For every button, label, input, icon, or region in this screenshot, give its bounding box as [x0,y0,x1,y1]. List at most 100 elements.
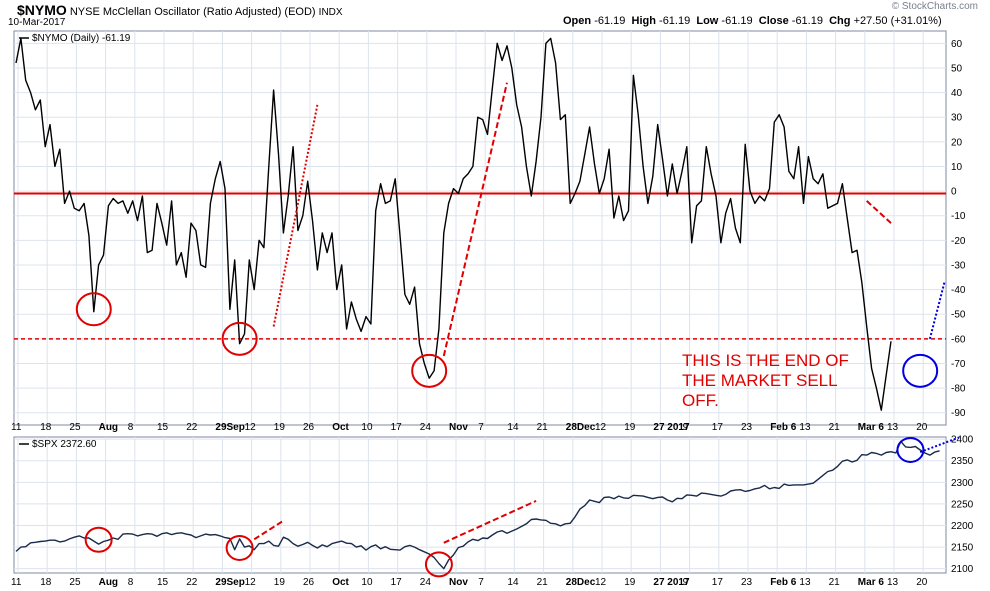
nymo-x-tick-label: Nov [449,422,468,433]
spx-x-tick-label: 7 [478,577,484,588]
ohlc-readout: Open -61.19 High -61.19 Low -61.19 Close… [563,15,942,27]
spx-y-tick-label: 2150 [951,543,974,554]
spx-legend-label: $SPX 2372.60 [32,439,97,450]
nymo-y-tick-label: -10 [951,211,966,222]
nymo-circle-marker [902,353,939,388]
nymo-y-tick-label: 20 [951,137,963,148]
spx-x-tick-label: 22 [186,577,198,588]
nymo-y-tick-label: 60 [951,39,963,50]
nymo-x-tick-label: Aug [99,422,118,433]
nymo-x-tick-label: 19 [624,422,636,433]
chart-header: $NYMO NYSE McClellan Oscillator (Ratio A… [17,2,343,18]
spx-trend-line [919,436,960,454]
spx-circle-marker [225,534,254,561]
high-label: High [631,15,656,27]
nymo-x-tick-label: 17 [391,422,403,433]
spx-x-tick-label: 15 [157,577,169,588]
spx-x-tick-label: 17 [712,577,724,588]
close-label: Close [758,15,789,27]
nymo-x-tick-label: 14 [507,422,519,433]
spx-x-tick-label: 27 2017 [653,577,690,588]
spx-x-tick-label: Mar 6 [858,577,885,588]
nymo-x-tick-label: 19 [274,422,286,433]
nymo-y-tick-label: 50 [951,63,963,74]
nymo-x-tick-label: 23 [741,422,753,433]
nymo-y-tick-label: 10 [951,162,963,173]
spx-x-tick-label: 19 [624,577,636,588]
nymo-y-tick-label: -20 [951,236,966,247]
nymo-x-tick-label: 8 [128,422,134,433]
chart-date: 10-Mar-2017 [8,17,66,28]
spx-x-tick-label: 23 [741,577,753,588]
open-label: Open [563,15,592,27]
nymo-x-tick-label: 25 [69,422,81,433]
nymo-x-tick-label: 9 [683,422,689,433]
spx-x-tick-label: 10 [361,577,373,588]
low-label: Low [696,15,719,27]
watermark: © StockCharts.com [891,1,978,12]
nymo-circle-marker [411,353,448,388]
nymo-y-tick-label: -80 [951,384,966,395]
spx-x-tick-label: 28Dec [566,577,596,588]
nymo-x-tick-label: 15 [157,422,169,433]
nymo-x-tick-label: 18 [40,422,52,433]
spx-x-tick-label: 18 [40,577,52,588]
spx-x-tick-label: Nov [449,577,468,588]
spx-x-tick-label: 8 [128,577,134,588]
spx-x-tick-label: Oct [332,577,349,588]
nymo-x-tick-label: 7 [478,422,484,433]
spx-x-tick-label: Aug [99,577,118,588]
nymo-x-tick-label: 26 [303,422,315,433]
spx-x-tick-label: 17 [391,577,403,588]
nymo-trend-line [442,82,508,357]
nymo-y-tick-label: 30 [951,113,963,124]
spx-x-tick-label: 20 [916,577,928,588]
nymo-y-tick-label: -60 [951,334,966,345]
symbol-label: $NYMO [17,2,67,18]
nymo-x-tick-label: 20 [916,422,928,433]
nymo-y-tick-label: -30 [951,260,966,271]
nymo-y-tick-label: -70 [951,359,966,370]
spx-x-tick-label: 13 [799,577,811,588]
nymo-y-tick-label: -40 [951,285,966,296]
nymo-y-tick-label: 40 [951,88,963,99]
nymo-x-tick-label: 28Dec [566,422,596,433]
spx-plot-frame [13,436,947,574]
spx-circle-marker [84,526,113,553]
nymo-circle-marker [221,321,258,356]
annotation-text-line: THIS IS THE END OF [682,351,849,370]
spx-trend-line [443,499,537,544]
spx-x-tick-label: 19 [274,577,286,588]
spx-y-tick-label: 2300 [951,478,974,489]
spx-x-tick-label: 12 [595,577,607,588]
nymo-trend-line [928,281,946,340]
nymo-x-tick-label: 11 [11,422,22,433]
spx-x-tick-label: 14 [507,577,519,588]
nymo-trend-line [866,200,892,224]
nymo-x-tick-label: 13 [887,422,899,433]
nymo-x-tick-label: 24 [420,422,432,433]
nymo-x-tick-label: 12 [245,422,257,433]
nymo-x-tick-label: 21 [537,422,549,433]
nymo-x-tick-label: 22 [186,422,198,433]
nymo-x-tick-label: Feb 6 [770,422,797,433]
spx-x-tick-label: 9 [683,577,689,588]
spx-x-tick-label: 26 [303,577,315,588]
spx-x-tick-label: 24 [420,577,432,588]
spx-circle-marker [424,551,453,578]
nymo-x-tick-label: 13 [799,422,811,433]
spx-y-tick-label: 2350 [951,456,974,467]
low-value: -61.19 [721,15,753,27]
close-value: -61.19 [791,15,823,27]
nymo-plot-frame [13,30,947,426]
nymo-circle-marker [75,292,112,327]
spx-x-tick-label: 11 [11,577,22,588]
spx-x-tick-label: 21 [537,577,549,588]
nymo-y-tick-label: -90 [951,408,966,419]
spx-x-tick-label: 25 [69,577,81,588]
nymo-x-tick-label: 29Sep [215,422,244,433]
nymo-x-tick-label: 12 [595,422,607,433]
spx-y-tick-label: 2400 [951,435,974,446]
high-value: -61.19 [659,15,691,27]
